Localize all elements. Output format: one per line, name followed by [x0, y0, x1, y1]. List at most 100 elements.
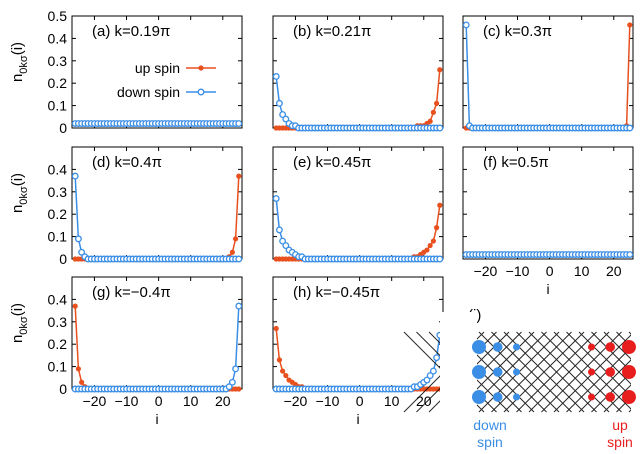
up-spin-point — [427, 242, 433, 249]
up-spin-point — [427, 118, 433, 124]
x-tick-label: 0 — [546, 263, 554, 279]
x-tick-label: −10 — [506, 263, 530, 279]
down-spin-point — [228, 378, 236, 386]
down-spin-point — [78, 248, 86, 256]
y-label-tail: (i) — [9, 42, 26, 55]
down-spin-point — [272, 195, 280, 202]
y-label-main: n — [9, 74, 26, 82]
down-spin-dot — [493, 342, 503, 352]
up-spin-point — [72, 303, 78, 309]
x-tick-label: 0 — [356, 393, 364, 409]
x-tick-label: 10 — [183, 393, 199, 409]
x-tick-label: 0 — [155, 393, 163, 409]
up-spin-point — [433, 225, 440, 231]
x-tick-label: −20 — [474, 263, 498, 279]
up-spin-point — [280, 368, 286, 374]
panel-e: (e) k=0.45π — [272, 146, 444, 263]
down-spin-point — [232, 365, 240, 373]
up-spin-point — [273, 325, 279, 332]
up-spin-line — [276, 205, 441, 260]
down-spin-point — [235, 302, 243, 310]
up-spin-point — [627, 22, 633, 28]
down-spin-point — [279, 237, 287, 245]
down-spin-point — [275, 99, 283, 107]
y-tick-label: 0.4 — [48, 30, 68, 46]
y-tick-label: 0.4 — [48, 291, 68, 307]
x-tick-label: 20 — [606, 263, 622, 279]
y-tick-label: 0 — [59, 251, 67, 267]
y-tick-label: 0.2 — [48, 75, 68, 91]
y-axis-label: n0kσ(i) — [9, 173, 30, 213]
up-spin-point — [430, 238, 436, 244]
down-spin-dot — [472, 365, 486, 379]
mask-right — [631, 312, 642, 422]
up-spin-dot — [622, 340, 636, 354]
up-spin-point — [430, 109, 436, 115]
down-spin-line — [275, 76, 440, 129]
down-spin-caption: spin — [477, 434, 503, 450]
legend-up-label: up spin — [135, 60, 180, 76]
panel-label: (b) k=0.21π — [293, 23, 371, 40]
down-spin-point — [429, 367, 437, 375]
lattice-line — [528, 331, 610, 413]
y-tick-label: 0.5 — [48, 8, 68, 24]
up-spin-point — [437, 67, 443, 73]
up-spin-line — [275, 328, 440, 390]
down-spin-point — [225, 383, 233, 391]
x-tick-label: −10 — [316, 393, 340, 409]
y-tick-label: 0 — [59, 120, 67, 136]
down-spin-point — [235, 255, 243, 263]
down-spin-line — [275, 198, 440, 260]
up-spin-dot — [588, 393, 595, 401]
down-spin-point — [436, 124, 444, 132]
y-tick-label: 0.3 — [48, 184, 68, 200]
y-label-sub: 0kσ — [18, 186, 30, 205]
panel-label: (f) k=0.5π — [483, 154, 549, 171]
lattice-line — [603, 331, 642, 371]
lattice-line — [516, 331, 597, 413]
up-spin-line — [466, 24, 631, 129]
up-spin-point — [75, 366, 82, 372]
y-axis-label: n0kσ(i) — [9, 303, 30, 343]
up-spin-dot — [588, 343, 595, 351]
up-spin-point — [283, 372, 289, 379]
down-spin-dot — [493, 392, 503, 402]
up-spin-dot — [622, 390, 636, 404]
up-spin-line — [75, 176, 240, 260]
down-spin-point — [282, 115, 290, 123]
up-spin-caption: spin — [607, 434, 633, 450]
up-spin-dot — [605, 342, 615, 352]
panel-h: −20 −10 0 10 20 i (h) k=−0.45π — [272, 276, 444, 427]
down-spin-point — [462, 21, 470, 29]
down-spin-dot — [513, 368, 520, 376]
panel-grid: 0 0.1 0.2 0.3 0.4 0.5 (a) k=0.19π up spin down s… — [48, 8, 634, 427]
down-spin-dot — [513, 343, 520, 351]
up-spin-point — [236, 173, 242, 179]
y-tick-label: 0.2 — [48, 206, 68, 222]
down-spin-line — [75, 306, 240, 390]
down-spin-point — [71, 172, 79, 180]
down-spin-dot — [472, 390, 486, 404]
y-tick-label: 0.3 — [48, 53, 68, 69]
y-tick-label: 0 — [59, 381, 67, 397]
up-spin-dot — [605, 392, 615, 402]
down-spin-point — [426, 372, 434, 380]
x-tick-label: 10 — [574, 263, 590, 279]
y-tick-label: 0.4 — [48, 161, 68, 177]
up-spin-point — [276, 357, 283, 363]
up-spin-point — [437, 202, 443, 208]
panel-label: (h) k=−0.45π — [293, 284, 380, 301]
panel-b: (b) k=0.21π — [272, 15, 444, 132]
x-tick-label: 10 — [384, 393, 400, 409]
plot-frame — [71, 15, 243, 129]
y-label-tail: (i) — [9, 173, 26, 186]
up-spin-point — [424, 247, 430, 253]
y-label-main: n — [9, 205, 26, 213]
lattice-line — [603, 373, 642, 413]
down-spin-point — [74, 235, 82, 243]
y-label-main: n — [9, 335, 26, 343]
up-spin-point — [433, 100, 440, 106]
down-spin-point — [436, 255, 444, 263]
down-spin-point — [282, 242, 290, 250]
